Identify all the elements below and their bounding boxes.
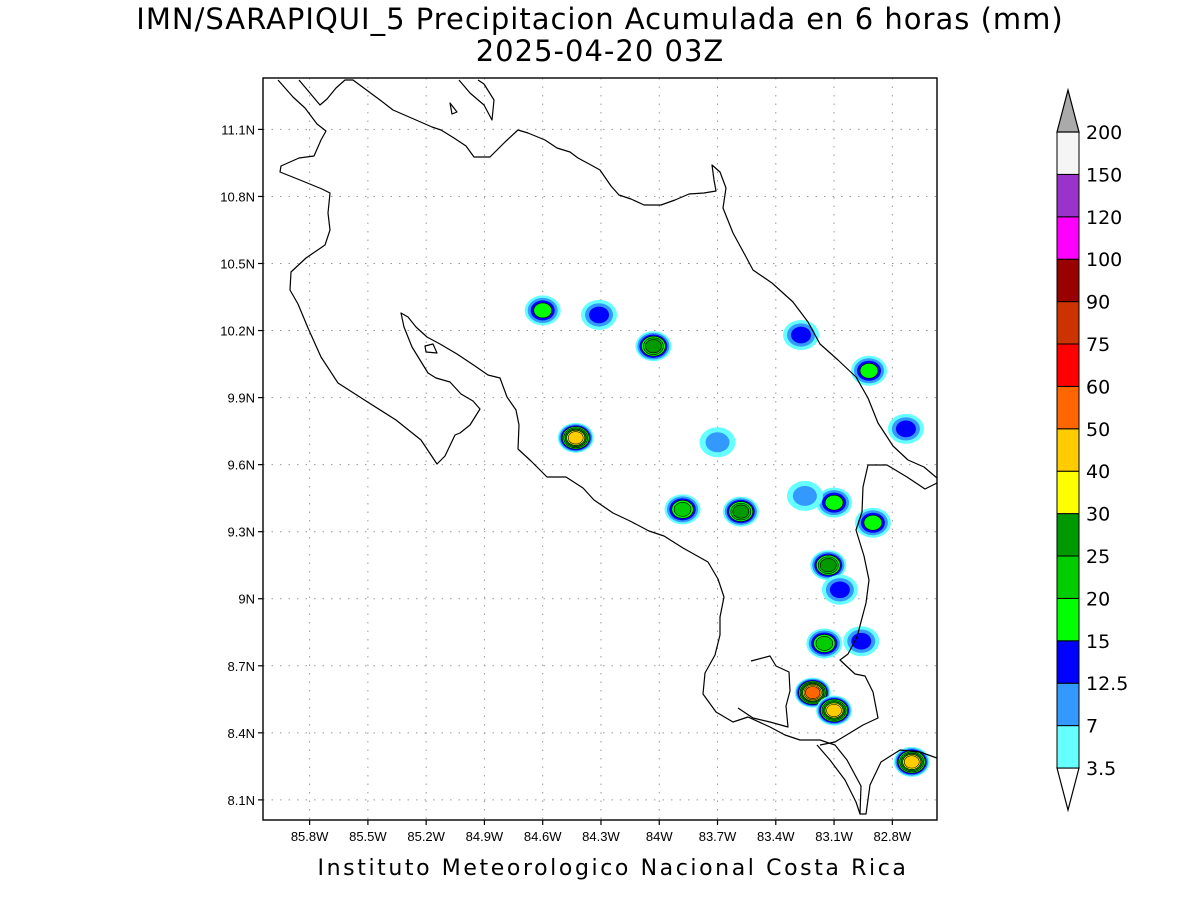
lat-tick-label: 9.3N (228, 525, 255, 540)
precip-cell (700, 427, 736, 457)
colorbar-label: 75 (1086, 334, 1110, 356)
colorbar-label: 7 (1086, 716, 1098, 738)
colorbar-label: 30 (1086, 504, 1110, 526)
lon-tick-label: 84W (646, 829, 673, 844)
lat-tick-label: 8.7N (228, 659, 255, 674)
precip-contour (827, 704, 842, 717)
precip-cell (855, 508, 891, 538)
precip-contour (805, 686, 820, 698)
lon-tick-label: 83.4W (757, 829, 795, 844)
precip-contour (706, 432, 730, 452)
colorbar-segment (1057, 174, 1079, 216)
lat-tick-label: 9.9N (228, 391, 255, 406)
precip-contour (904, 756, 919, 769)
precip-cell (558, 423, 594, 453)
colorbar-segment (1057, 726, 1079, 768)
colorbar-lower-triangle (1057, 768, 1079, 810)
colorbar-segment (1057, 386, 1079, 428)
lat-tick-label: 8.4N (228, 726, 255, 741)
precip-cell (787, 481, 823, 511)
lon-tick-label: 83.7W (699, 829, 737, 844)
lon-tick-label: 84.3W (582, 829, 620, 844)
precip-contour (568, 432, 583, 445)
precip-cell (723, 497, 759, 527)
colorbar-segment (1057, 598, 1079, 640)
colorbar-label: 120 (1086, 207, 1122, 229)
lat-tick-label: 10.5N (220, 257, 255, 272)
colorbar-label: 15 (1086, 631, 1110, 653)
colorbar-segment (1057, 514, 1079, 556)
colorbar-label: 200 (1086, 122, 1122, 144)
lon-tick-label: 84.6W (524, 829, 562, 844)
colorbar-segment (1057, 302, 1079, 344)
colorbar-segment (1057, 683, 1079, 725)
precip-contour (733, 505, 749, 518)
precip-contour (791, 327, 811, 344)
precip-cell (822, 575, 858, 605)
lon-tick-label: 85.8W (291, 829, 329, 844)
precip-contour (816, 636, 833, 650)
colorbar-segment (1057, 556, 1079, 598)
precip-contour (645, 340, 661, 353)
precip-cell (888, 414, 924, 444)
lon-tick-label: 82.8W (874, 829, 912, 844)
colorbar-label: 25 (1086, 546, 1110, 568)
colorbar-segment (1057, 344, 1079, 386)
colorbar-label: 3.5 (1086, 758, 1116, 780)
precip-contour (674, 502, 691, 516)
lat-tick-label: 9N (238, 592, 255, 607)
colorbar-label: 60 (1086, 376, 1110, 398)
lat-tick-label: 11.1N (221, 122, 255, 137)
precip-cell (851, 356, 887, 386)
colorbar-segment (1057, 471, 1079, 513)
lon-tick-label: 83.1W (815, 829, 853, 844)
precip-contour (830, 581, 850, 598)
precip-cell (581, 300, 617, 330)
precip-cell (816, 695, 852, 725)
colorbar-segment (1057, 641, 1079, 683)
colorbar-label: 100 (1086, 249, 1122, 271)
precip-contour (825, 495, 843, 510)
colorbar-label: 40 (1086, 461, 1110, 483)
precip-contour (860, 363, 878, 378)
precip-contour (793, 486, 817, 506)
precip-contour (820, 559, 836, 572)
precip-cell (525, 295, 561, 325)
lat-tick-label: 10.2N (220, 324, 255, 339)
colorbar-label: 90 (1086, 292, 1110, 314)
colorbar: 3.5 7 12.5 15 20 25 30 40 50 60 75 90 100 120 150 200 (1057, 90, 1128, 810)
precip-cell (783, 320, 819, 350)
precip-contour (589, 307, 609, 324)
colorbar-label: 12.5 (1086, 673, 1128, 695)
lat-tick-label: 8.1N (228, 793, 255, 808)
lat-tick-label: 10.8N (220, 189, 255, 204)
precip-contour (864, 515, 882, 530)
lon-tick-label: 85.2W (407, 829, 445, 844)
colorbar-label: 150 (1086, 164, 1122, 186)
precip-cell (806, 628, 842, 658)
lon-tick-label: 85.5W (349, 829, 387, 844)
colorbar-segment (1057, 429, 1079, 471)
lat-tick-label: 9.6N (228, 458, 255, 473)
precip-cell (665, 494, 701, 524)
precip-contour (534, 303, 552, 318)
precip-contour (896, 421, 916, 438)
colorbar-label: 50 (1086, 419, 1110, 441)
footer-credit: Instituto Meteorologico Nacional Costa R… (0, 856, 1200, 881)
precip-cell (635, 331, 671, 361)
colorbar-segment (1057, 259, 1079, 301)
lon-tick-label: 84.9W (466, 829, 504, 844)
colorbar-segment (1057, 217, 1079, 259)
colorbar-label: 20 (1086, 588, 1110, 610)
colorbar-upper-triangle (1057, 90, 1079, 132)
colorbar-segment (1057, 132, 1079, 174)
